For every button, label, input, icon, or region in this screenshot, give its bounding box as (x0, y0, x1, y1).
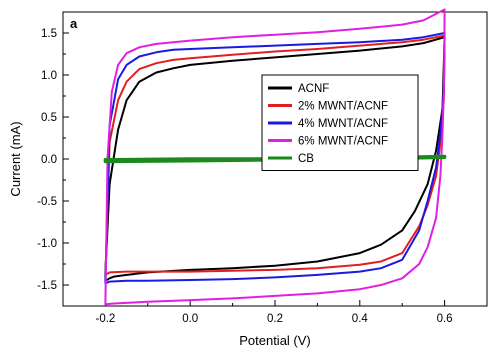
legend-label: 2% MWNT/ACNF (298, 101, 388, 113)
x-tick-label: 0.6 (437, 313, 453, 325)
panel-label: a (70, 16, 78, 31)
y-tick-label: 1.0 (41, 70, 57, 82)
y-tick-label: -1.5 (37, 280, 57, 292)
y-tick-label: 0.0 (41, 154, 57, 166)
y-tick-label: -0.5 (37, 196, 57, 208)
axis-ticks: -0.2 0.0 0.2 0.4 0.6 -1.5 -1.0 -0.5 0.0 0.5 1.0 1.5 (37, 11, 488, 325)
x-tick-label: -0.2 (95, 313, 115, 325)
y-tick-label: 1.5 (41, 28, 57, 40)
legend-label: 6% MWNT/ACNF (298, 136, 388, 148)
x-tick-label: 0.4 (352, 313, 369, 325)
series-cb (103, 154, 447, 164)
series-6-mwnt-acnf (104, 8, 446, 306)
legend-label: ACNF (298, 83, 329, 95)
x-tick-label: 0.0 (182, 313, 198, 325)
x-tick-label: 0.2 (267, 313, 283, 325)
y-tick-label: 0.5 (41, 112, 57, 124)
legend-label: 4% MWNT/ACNF (298, 118, 388, 130)
legend: ACNF 2% MWNT/ACNF 4% MWNT/ACNF 6% MWNT/ACNF… (261, 74, 419, 171)
legend-label: CB (298, 153, 314, 165)
x-axis-title: Potential (V) (239, 333, 311, 348)
y-tick-label: -1.0 (37, 238, 57, 250)
series-4-mwnt-acnf (104, 32, 446, 285)
y-axis-title: Current (mA) (8, 121, 23, 196)
series-layer (103, 8, 447, 306)
